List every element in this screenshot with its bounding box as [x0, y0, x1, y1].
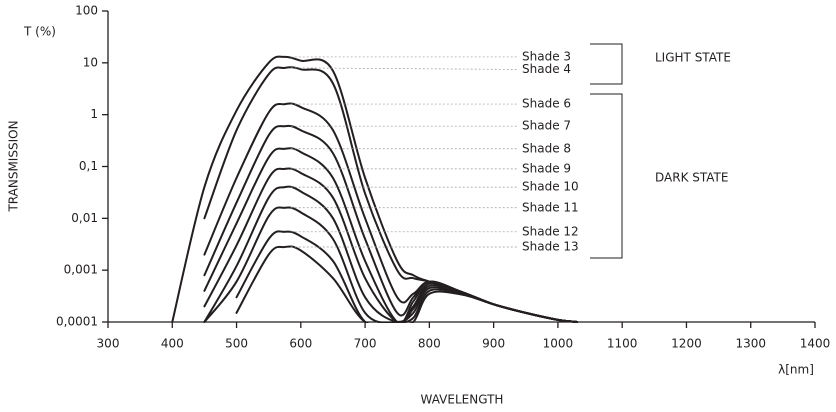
series-label: Shade 6: [522, 97, 571, 111]
series-line: [235, 245, 579, 323]
leaders: [290, 56, 519, 248]
x-tick-label: 1300: [735, 337, 766, 351]
x-tick-label: 600: [289, 337, 312, 351]
x-unit: λ[nm]: [778, 363, 814, 377]
x-tick-label: 400: [161, 337, 184, 351]
plot-area: [171, 55, 579, 323]
x-axis-label: WAVELENGTH: [421, 393, 504, 407]
x-tick-label: 1400: [800, 337, 831, 351]
series-label: Shade 9: [522, 161, 571, 175]
bracket: [590, 93, 623, 259]
y-tick-label: 10: [83, 55, 98, 69]
x-tick-label: 500: [225, 337, 248, 351]
y-tick-label: 0,001: [64, 263, 98, 277]
annotation: DARK STATE: [655, 171, 728, 185]
y-tick-label: 1: [90, 107, 98, 121]
x-tick-label: 800: [418, 337, 441, 351]
x-tick-label: 1000: [543, 337, 574, 351]
series-label: Shade 7: [522, 119, 571, 133]
series-label: Shade 10: [522, 180, 579, 194]
y-tick-label: 100: [75, 4, 98, 18]
y-tick-label: 0,1: [79, 159, 98, 173]
x-tick-label: 1200: [671, 337, 702, 351]
series-label: Shade 11: [522, 200, 579, 214]
series-label: Shade 3: [522, 49, 571, 63]
x-tick-label: 700: [354, 337, 377, 351]
y-tick-label: 0,01: [71, 211, 98, 225]
series-label: Shade 4: [522, 62, 571, 76]
x-tick-label: 300: [97, 337, 120, 351]
y-tick-label: 0,0001: [56, 315, 98, 329]
x-tick-label: 1100: [607, 337, 638, 351]
annotation: LIGHT STATE: [655, 51, 731, 65]
y-label-top: T (%): [23, 25, 56, 39]
x-tick-label: 900: [482, 337, 505, 351]
leader-line: [290, 67, 519, 70]
bracket: [590, 43, 623, 85]
y-axis-label: TRANSMISSION: [7, 120, 21, 212]
series-label: Shade 12: [522, 224, 579, 238]
series-label: Shade 8: [522, 141, 571, 155]
series-label: Shade 13: [522, 239, 579, 253]
